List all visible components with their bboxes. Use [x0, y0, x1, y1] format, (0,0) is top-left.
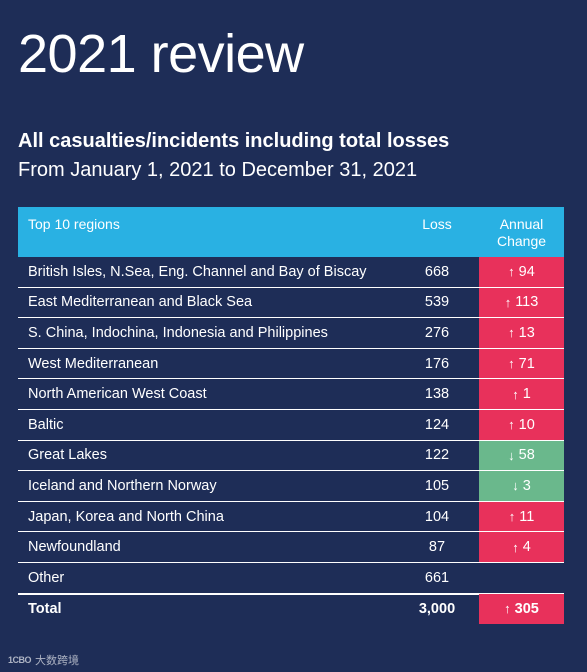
region-name: S. China, Indochina, Indonesia and Phili… — [28, 324, 328, 341]
table-row: Great Lakes 122 ↓ 58 — [18, 440, 564, 472]
arrow-up-icon: ↑ — [504, 294, 512, 310]
change-value: 11 — [519, 508, 535, 525]
table-row: British Isles, N.Sea, Eng. Channel and B… — [18, 257, 564, 288]
change-value: 58 — [518, 447, 535, 464]
annual-change: ↑ 94 — [479, 257, 564, 287]
column-header-loss: Loss — [422, 216, 452, 232]
watermark-logo: 1CBO — [8, 655, 32, 665]
loss-value: 276 — [424, 324, 450, 341]
loss-value: 105 — [424, 477, 450, 494]
region-name: East Mediterranean and Black Sea — [28, 294, 253, 311]
region-name: Total — [28, 600, 62, 617]
column-header-region: Top 10 regions — [28, 216, 120, 232]
annual-change: ↑ 4 — [479, 532, 564, 562]
change-value: 71 — [518, 355, 535, 372]
loss-value: 539 — [424, 294, 450, 311]
loss-value: 668 — [424, 263, 450, 280]
arrow-down-icon: ↓ — [508, 447, 515, 463]
loss-value: 122 — [424, 447, 450, 464]
annual-change: ↑ 10 — [479, 409, 564, 440]
regions-table: Top 10 regions Loss Annual Change British… — [18, 207, 564, 624]
annual-change: ↑ 13 — [479, 318, 564, 348]
change-value: 1 — [522, 386, 531, 403]
table-body: British Isles, N.Sea, Eng. Channel and B… — [18, 257, 564, 624]
loss-value: 124 — [424, 416, 450, 433]
annual-change — [479, 563, 564, 593]
loss-value: 3,000 — [418, 600, 456, 617]
annual-change: ↑ 305 — [479, 593, 564, 624]
arrow-up-icon: ↑ — [504, 601, 511, 617]
arrow-up-icon: ↑ — [508, 417, 515, 433]
arrow-up-icon: ↑ — [508, 509, 516, 525]
loss-value: 87 — [428, 539, 446, 556]
table-row: Iceland and Northern Norway 105 ↓ 3 — [18, 471, 564, 502]
change-value: 94 — [518, 263, 535, 280]
change-value: 113 — [515, 294, 539, 311]
annual-change: ↑ 11 — [479, 501, 564, 532]
page-title: 2021 review — [18, 24, 304, 84]
table-row: S. China, Indochina, Indonesia and Phili… — [18, 318, 564, 349]
annual-change: ↑ 113 — [479, 287, 564, 318]
arrow-up-icon: ↑ — [512, 386, 519, 402]
region-name: Japan, Korea and North China — [28, 508, 224, 525]
column-header-change: Annual Change — [496, 216, 547, 249]
region-name: British Isles, N.Sea, Eng. Channel and B… — [28, 263, 367, 280]
date-range: From January 1, 2021 to December 31, 202… — [18, 159, 418, 181]
region-name: Great Lakes — [28, 447, 107, 464]
annual-change: ↑ 71 — [479, 348, 564, 379]
table-row: Newfoundland 87 ↑ 4 — [18, 532, 564, 563]
watermark: 1CBO 大数跨境 — [8, 652, 79, 668]
watermark-text: 大数跨境 — [35, 655, 80, 667]
loss-value: 661 — [424, 569, 450, 586]
arrow-up-icon: ↑ — [512, 539, 519, 555]
arrow-up-icon: ↑ — [508, 264, 515, 280]
loss-value: 176 — [424, 355, 450, 372]
total-row: Total 3,000 ↑ 305 — [18, 592, 564, 624]
loss-value: 104 — [424, 508, 450, 525]
arrow-up-icon: ↑ — [508, 356, 515, 372]
table-row: West Mediterranean 176 ↑ 71 — [18, 348, 564, 380]
table-header: Top 10 regions Loss Annual Change — [18, 207, 564, 257]
region-name: Baltic — [28, 416, 64, 433]
table-row: North American West Coast 138 ↑ 1 — [18, 379, 564, 410]
region-name: West Mediterranean — [28, 355, 159, 372]
total-divider — [18, 592, 564, 595]
arrow-up-icon: ↑ — [508, 325, 515, 341]
page-subtitle: All casualties/incidents including total… — [18, 130, 450, 152]
annual-change: ↓ 3 — [479, 471, 564, 501]
change-value: 4 — [522, 539, 531, 556]
annual-change: ↓ 58 — [479, 440, 564, 471]
table-row: East Mediterranean and Black Sea 539 ↑ 113 — [18, 287, 564, 319]
table-row: Japan, Korea and North China 104 ↑ 11 — [18, 501, 564, 533]
change-value: 13 — [518, 324, 535, 341]
change-value: 10 — [518, 416, 535, 433]
arrow-down-icon: ↓ — [512, 478, 519, 494]
table-row: Other 661 — [18, 563, 564, 594]
region-name: Iceland and Northern Norway — [28, 477, 217, 494]
region-name: North American West Coast — [28, 386, 207, 403]
change-value: 305 — [514, 600, 539, 617]
region-name: Other — [28, 569, 65, 586]
change-value: 3 — [522, 477, 531, 494]
table-row: Baltic 124 ↑ 10 — [18, 409, 564, 441]
loss-value: 138 — [424, 386, 450, 403]
annual-change: ↑ 1 — [479, 379, 564, 409]
region-name: Newfoundland — [28, 539, 121, 556]
